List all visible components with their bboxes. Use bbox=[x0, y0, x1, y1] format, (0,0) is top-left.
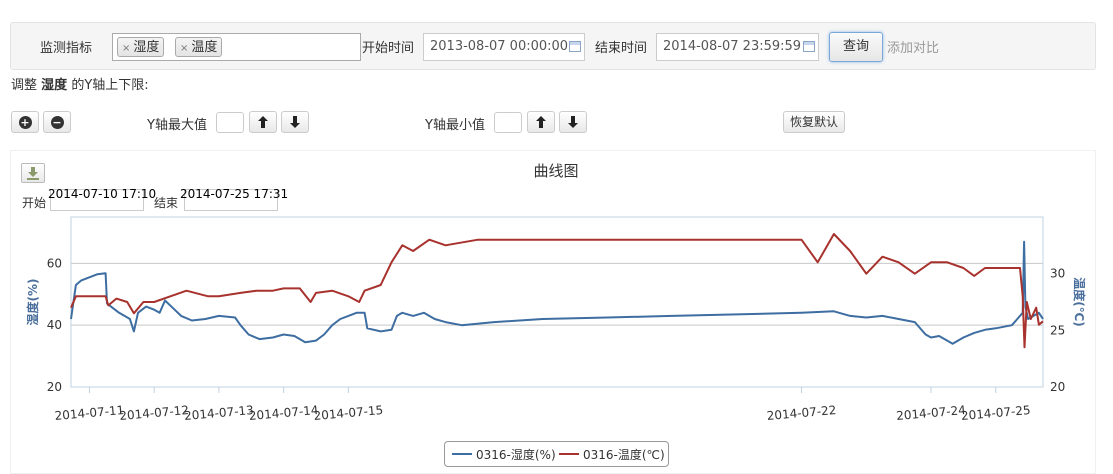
close-icon[interactable]: × bbox=[122, 43, 131, 54]
calendar-icon[interactable] bbox=[803, 41, 815, 52]
filter-bar: 监测指标 × 湿度 × 温度 开始时间 2013-08-07 00:00:00 结束… bbox=[10, 22, 1096, 70]
start-time-input[interactable]: 2013-08-07 00:00:00 bbox=[423, 33, 585, 61]
minus-circle-icon: − bbox=[50, 116, 64, 129]
legend-item-temperature[interactable]: 0316-温度(℃) bbox=[583, 447, 665, 462]
adjust-prefix: 调整 bbox=[11, 78, 38, 93]
add-compare-link[interactable]: 添加对比 bbox=[887, 41, 940, 56]
zoom-in-button[interactable]: + bbox=[11, 111, 39, 133]
start-time-label: 开始时间 bbox=[362, 41, 415, 56]
download-icon bbox=[27, 167, 39, 180]
metric-tag-humidity[interactable]: × 湿度 bbox=[117, 37, 165, 57]
reset-default-button[interactable]: 恢复默认 bbox=[783, 111, 845, 133]
calendar-icon[interactable] bbox=[569, 41, 581, 52]
arrow-up-icon bbox=[536, 116, 546, 128]
ymax-label: Y轴最大值 bbox=[147, 118, 207, 133]
range-end-input[interactable] bbox=[184, 189, 278, 211]
ymax-down-button[interactable] bbox=[281, 111, 309, 133]
ymin-input[interactable] bbox=[494, 112, 522, 133]
ymin-down-button[interactable] bbox=[559, 111, 587, 133]
plus-circle-icon: + bbox=[18, 116, 32, 129]
zoom-out-button[interactable]: − bbox=[43, 111, 71, 133]
query-button[interactable]: 查询 bbox=[829, 32, 883, 62]
download-button[interactable] bbox=[21, 163, 45, 183]
arrow-down-icon bbox=[290, 116, 300, 128]
metric-tag-label: 温度 bbox=[191, 40, 218, 55]
arrow-up-icon bbox=[258, 116, 268, 128]
metric-tag-label: 湿度 bbox=[133, 40, 160, 55]
range-start-label: 开始 bbox=[22, 196, 47, 210]
adjust-suffix: 的Y轴上下限: bbox=[71, 78, 149, 93]
end-time-label: 结束时间 bbox=[595, 41, 648, 56]
metric-tag-temperature[interactable]: × 温度 bbox=[175, 37, 223, 57]
close-icon[interactable]: × bbox=[180, 43, 189, 54]
ymax-up-button[interactable] bbox=[249, 111, 277, 133]
end-time-input[interactable]: 2014-08-07 23:59:59 bbox=[656, 33, 819, 61]
ymax-input[interactable] bbox=[216, 112, 244, 133]
end-time-value: 2014-08-07 23:59:59 bbox=[663, 39, 802, 54]
ymin-label: Y轴最小值 bbox=[425, 118, 485, 133]
range-start-input[interactable] bbox=[50, 189, 144, 211]
legend-item-humidity[interactable]: 0316-湿度(%) bbox=[476, 447, 556, 462]
start-time-value: 2013-08-07 00:00:00 bbox=[430, 39, 569, 54]
range-end-label: 结束 bbox=[154, 196, 179, 210]
metric-multiselect[interactable]: × 湿度 × 温度 bbox=[112, 33, 361, 61]
y-axis-adjust-title: 调整 湿度 的Y轴上下限: bbox=[11, 74, 149, 93]
metric-label: 监测指标 bbox=[40, 41, 93, 56]
adjust-metric: 湿度 bbox=[41, 78, 68, 93]
ymin-up-button[interactable] bbox=[527, 111, 555, 133]
range-start-value: 2014-07-10 17:10 bbox=[48, 187, 157, 201]
range-end-value: 2014-07-25 17:31 bbox=[180, 187, 289, 201]
arrow-down-icon bbox=[568, 116, 578, 128]
chart-legend: 0316-湿度(%) 0316-温度(℃) bbox=[444, 441, 669, 467]
